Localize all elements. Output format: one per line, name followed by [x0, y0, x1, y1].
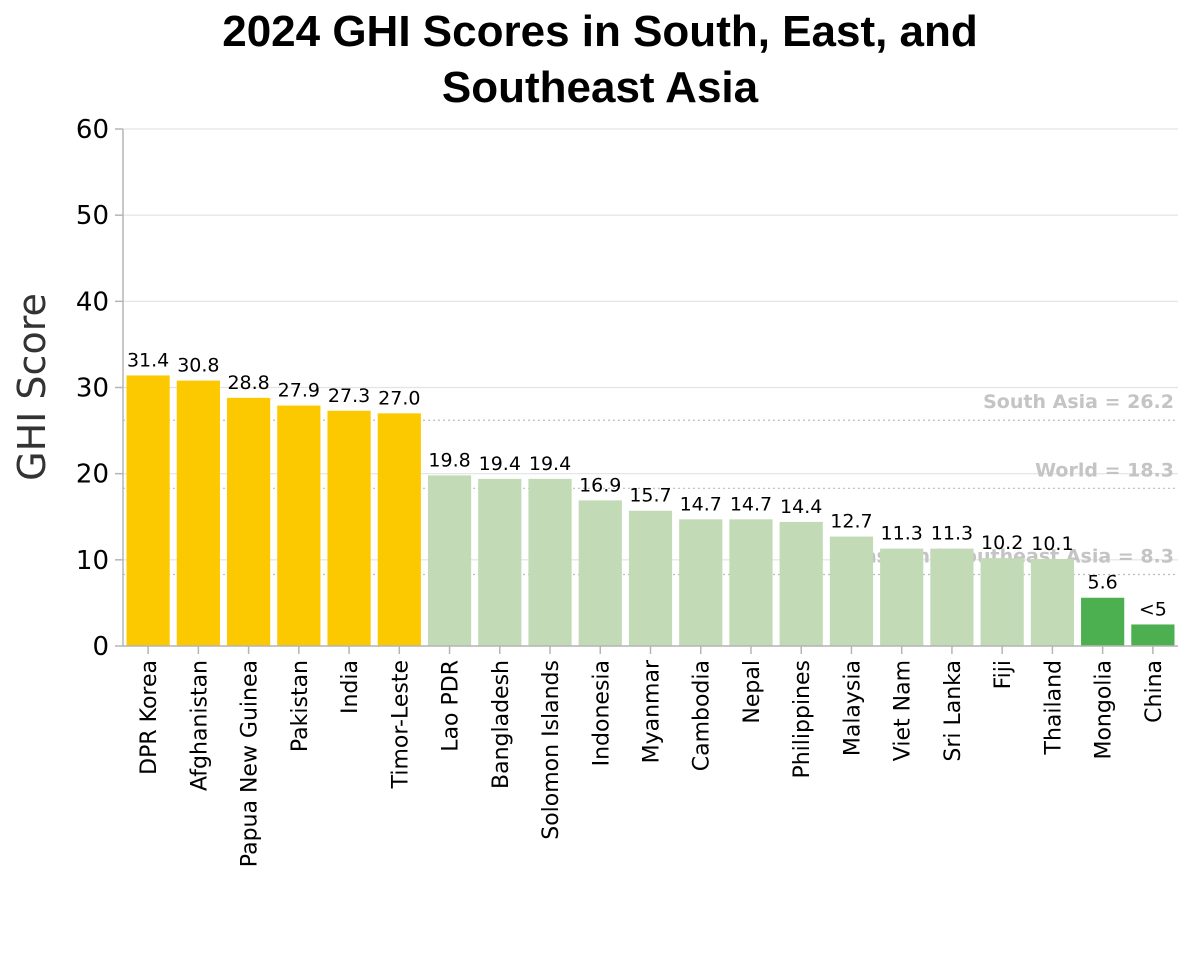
- bar: [327, 410, 371, 646]
- y-tick-label: 10: [76, 546, 109, 576]
- x-tick-label: Malaysia: [840, 660, 865, 756]
- bar: [829, 536, 874, 646]
- value-label: 12.7: [830, 511, 872, 533]
- value-label: 16.9: [579, 474, 621, 496]
- x-tick-label: China: [1142, 660, 1167, 723]
- y-tick-label: 30: [76, 374, 109, 404]
- bar: [277, 405, 321, 646]
- value-label: 14.4: [780, 496, 822, 518]
- value-label: 11.3: [881, 523, 923, 545]
- x-tick-label: Indonesia: [589, 660, 614, 766]
- value-label: 30.8: [177, 355, 219, 377]
- bar: [729, 519, 773, 646]
- value-label: 19.4: [529, 453, 571, 475]
- value-label: 14.7: [680, 493, 722, 515]
- x-tick-label: Solomon Islands: [539, 660, 564, 840]
- y-tick-label: 50: [76, 201, 109, 231]
- value-label: 27.3: [328, 385, 370, 407]
- x-tick-label: Viet Nam: [891, 660, 916, 761]
- x-tick-label: Papua New Guinea: [238, 660, 263, 867]
- bar: [1131, 624, 1175, 646]
- y-tick-label: 40: [76, 287, 109, 317]
- bar: [176, 380, 220, 646]
- value-label: 11.3: [931, 523, 973, 545]
- chart-title-line-1: 2024 GHI Scores in South, East, and: [222, 7, 978, 56]
- value-label: 19.8: [428, 449, 470, 471]
- x-tick-label: Cambodia: [690, 660, 715, 771]
- reference-line-label: South Asia = 26.2: [983, 391, 1174, 413]
- bar: [930, 548, 974, 646]
- value-label: 31.4: [127, 349, 169, 371]
- x-tick-label: Afghanistan: [187, 660, 212, 791]
- value-labels: 31.4 30.8 28.8 27.9 27.3 27.0 19.8 19.4 19.4 16.9…: [127, 349, 1167, 620]
- value-label: 14.7: [730, 493, 772, 515]
- y-tick-label: 0: [92, 632, 109, 662]
- y-axis-label: GHI Score: [10, 293, 54, 481]
- value-label: 27.0: [378, 387, 420, 409]
- value-label: 19.4: [479, 453, 521, 475]
- x-tick-label: India: [338, 660, 363, 714]
- value-label: 10.2: [981, 532, 1023, 554]
- value-label: 10.1: [1031, 533, 1073, 555]
- x-tick-label: Lao PDR: [439, 660, 464, 752]
- x-tick-label: Fiji: [991, 660, 1016, 689]
- x-axis-ticks: DPR Korea Afghanistan Papua New Guinea Paki…: [137, 646, 1167, 867]
- bar: [1030, 558, 1075, 646]
- bar: [980, 558, 1024, 646]
- value-label: 15.7: [629, 485, 671, 507]
- y-axis-ticks: 0 10 20 30 40 50 60: [76, 115, 123, 662]
- x-tick-label: Sri Lanka: [941, 660, 966, 762]
- x-tick-label: Mongolia: [1092, 660, 1117, 760]
- bar: [880, 548, 924, 646]
- x-tick-label: Timor-Leste: [388, 660, 413, 789]
- value-label: 27.9: [278, 380, 320, 402]
- bar: [779, 521, 823, 646]
- x-tick-label: Pakistan: [288, 660, 313, 752]
- x-tick-label: DPR Korea: [137, 660, 162, 775]
- reference-line-label: World = 18.3: [1035, 459, 1174, 481]
- bar: [679, 519, 723, 646]
- x-tick-label: Nepal: [740, 660, 765, 724]
- y-tick-label: 60: [76, 115, 109, 145]
- value-label: 28.8: [227, 372, 269, 394]
- bar: [1081, 597, 1125, 646]
- bars: [126, 375, 1175, 646]
- x-tick-label: Thailand: [1041, 660, 1066, 755]
- bar: [126, 375, 170, 646]
- value-label: <5: [1139, 598, 1167, 620]
- bar: [628, 510, 673, 646]
- x-tick-label: Philippines: [790, 660, 815, 779]
- x-tick-label: Myanmar: [640, 659, 665, 763]
- chart-title-line-2: Southeast Asia: [442, 63, 759, 112]
- bar: [427, 475, 472, 646]
- bar: [478, 478, 522, 646]
- bar: [226, 397, 271, 646]
- bar: [377, 413, 421, 646]
- y-tick-label: 20: [76, 460, 109, 490]
- value-label: 5.6: [1088, 572, 1118, 594]
- x-tick-label: Bangladesh: [489, 660, 514, 789]
- bar: [528, 478, 572, 646]
- bar: [578, 500, 622, 646]
